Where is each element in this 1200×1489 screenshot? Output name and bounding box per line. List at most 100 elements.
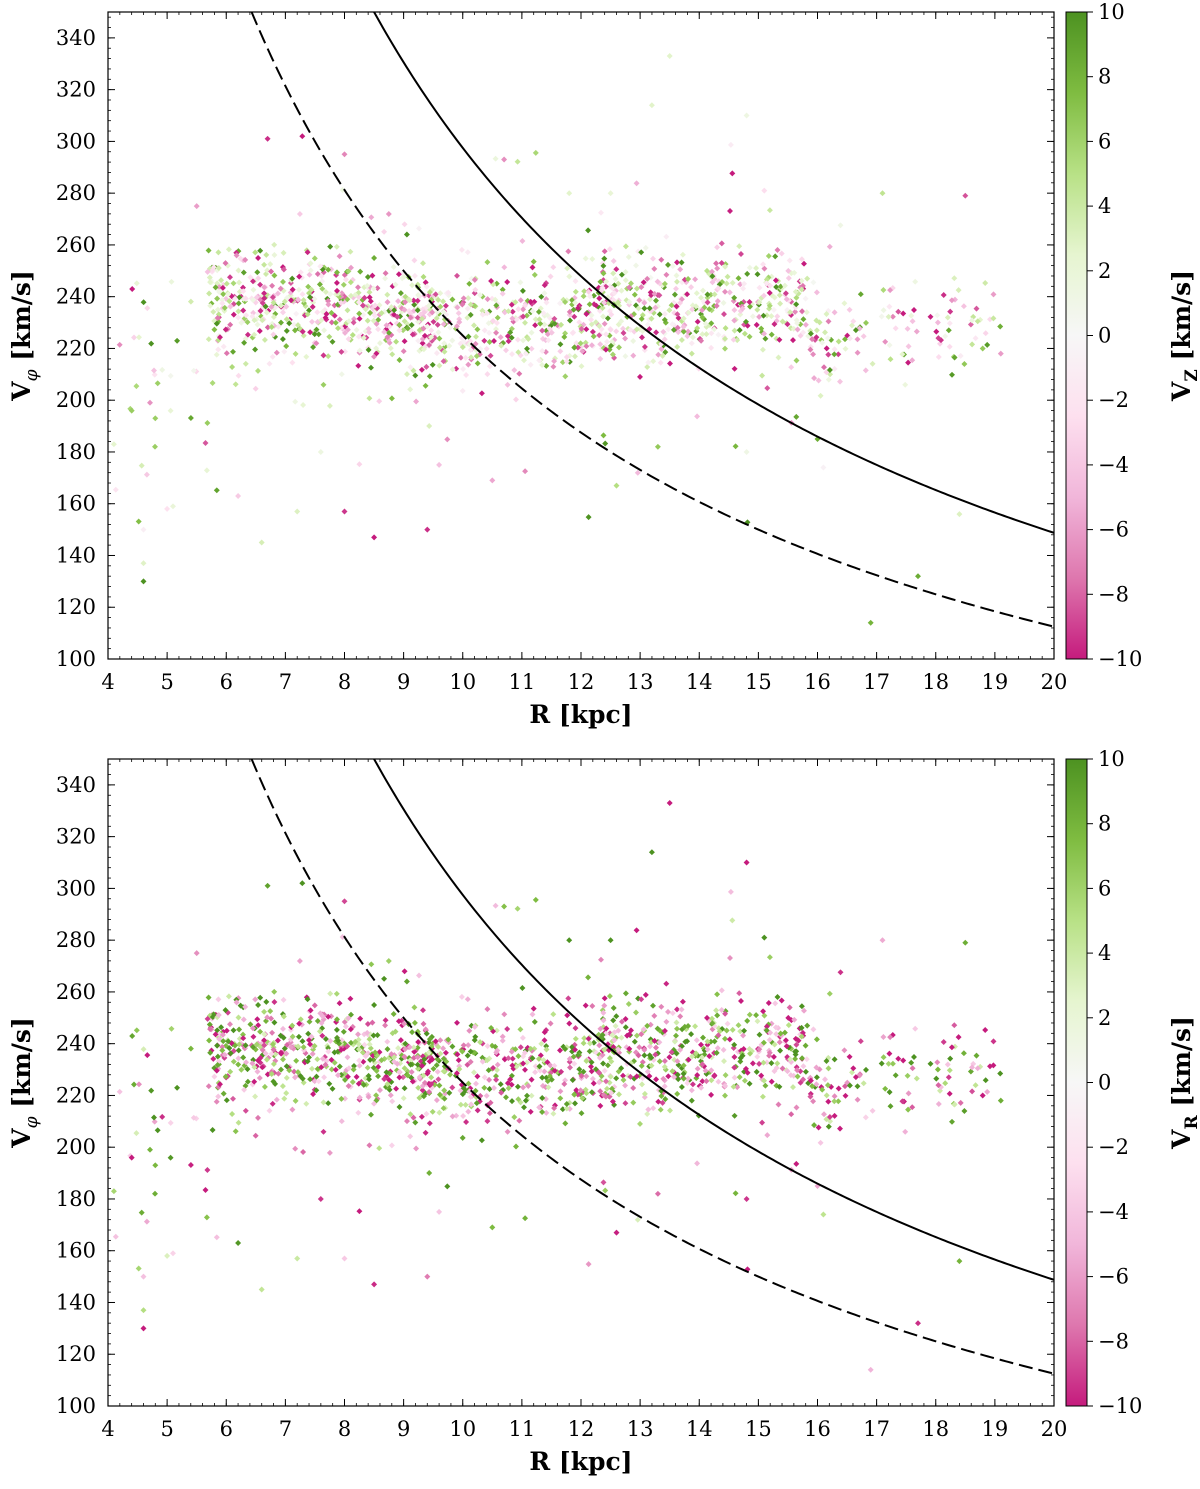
scatter-point xyxy=(578,1110,585,1117)
scatter-point xyxy=(862,1114,869,1121)
scatter-point xyxy=(583,1073,590,1080)
scatter-point xyxy=(803,309,810,316)
scatter-point xyxy=(946,320,953,327)
scatter-point xyxy=(465,1108,472,1115)
scatter-point xyxy=(305,283,312,290)
scatter-point xyxy=(314,309,321,316)
scatter-point xyxy=(304,1058,311,1065)
x-axis-label: R [kpc] xyxy=(529,1447,632,1476)
scatter-point xyxy=(167,372,174,379)
scatter-point xyxy=(138,462,145,469)
scatter-point xyxy=(762,335,769,342)
scatter-point xyxy=(338,1095,345,1102)
scatter-point xyxy=(334,269,340,276)
scatter-point xyxy=(525,336,532,342)
scatter-point xyxy=(515,349,522,356)
y-tick-label: 180 xyxy=(56,440,96,464)
scatter-point xyxy=(385,211,392,217)
scatter-point xyxy=(333,1026,340,1033)
scatter-point xyxy=(644,1022,651,1029)
scatter-point xyxy=(803,1056,810,1063)
scatter-point xyxy=(940,292,947,298)
scatter-point xyxy=(346,318,352,325)
scatter-point xyxy=(737,1028,744,1035)
scatter-point xyxy=(331,312,338,319)
scatter-point xyxy=(397,290,404,297)
scatter-point xyxy=(432,1038,439,1045)
scatter-point xyxy=(164,505,171,512)
scatter-point xyxy=(376,1145,383,1152)
colorbar-label: VZ [km/s] xyxy=(1167,270,1200,402)
scatter-point xyxy=(722,325,729,332)
scatter-point xyxy=(899,1098,906,1105)
y-tick-label: 160 xyxy=(56,1239,96,1263)
scatter-point xyxy=(727,208,733,214)
scatter-point xyxy=(576,319,583,326)
scatter-point xyxy=(268,324,275,330)
scatter-point xyxy=(837,969,844,976)
scatter-point xyxy=(625,254,632,260)
scatter-point xyxy=(633,326,640,333)
scatter-point xyxy=(257,307,264,314)
scatter-point xyxy=(458,246,465,253)
scatter-point xyxy=(640,279,647,286)
scatter-point xyxy=(721,1058,727,1065)
scatter-point xyxy=(997,1070,1004,1077)
colorbar-tick-label: 6 xyxy=(1098,129,1111,153)
scatter-point xyxy=(597,1102,604,1109)
scatter-point xyxy=(522,319,528,326)
scatter-point xyxy=(671,1038,678,1045)
scatter-point xyxy=(738,251,744,257)
scatter-point xyxy=(388,1142,395,1149)
scatter-point xyxy=(220,291,227,298)
scatter-point xyxy=(688,1087,695,1094)
scatter-point xyxy=(711,1038,718,1045)
scatter-point xyxy=(227,274,233,281)
scatter-point xyxy=(280,309,286,316)
scatter-point xyxy=(572,1035,579,1042)
scatter-point xyxy=(459,387,466,394)
scatter-point xyxy=(990,291,997,298)
scatter-point xyxy=(768,1060,775,1067)
scatter-point xyxy=(467,311,474,318)
scatter-point xyxy=(651,290,658,297)
x-tick-label: 14 xyxy=(686,1417,713,1441)
scatter-point xyxy=(423,283,430,290)
scatter-point xyxy=(250,286,257,293)
scatter-point xyxy=(708,330,715,337)
scatter-point xyxy=(407,364,414,371)
x-tick-label: 6 xyxy=(220,670,233,694)
scatter-point xyxy=(393,1085,400,1092)
scatter-point xyxy=(743,859,750,866)
scatter-point xyxy=(636,297,643,304)
scatter-point xyxy=(722,1035,728,1042)
scatter-point xyxy=(532,1069,539,1076)
scatter-point xyxy=(261,1031,268,1038)
x-tick-label: 20 xyxy=(1041,1417,1068,1441)
scatter-point xyxy=(673,1032,679,1039)
scatter-point xyxy=(514,1083,521,1090)
scatter-point xyxy=(860,1080,867,1087)
scatter-point xyxy=(493,329,500,336)
scatter-point xyxy=(949,1118,955,1125)
scatter-point xyxy=(743,112,750,119)
y-tick-label: 100 xyxy=(56,647,96,671)
scatter-point xyxy=(317,1196,324,1202)
scatter-point xyxy=(693,1050,699,1057)
scatter-point xyxy=(227,303,234,310)
scatter-point xyxy=(325,353,332,360)
scatter-point xyxy=(613,1013,620,1020)
scatter-point xyxy=(300,297,307,304)
scatter-point xyxy=(516,370,523,377)
scatter-point xyxy=(846,1053,853,1060)
scatter-point xyxy=(679,998,686,1005)
scatter-point xyxy=(344,326,351,333)
scatter-point xyxy=(230,1058,237,1065)
scatter-point xyxy=(825,1065,832,1072)
scatter-point xyxy=(279,1083,286,1090)
scatter-point xyxy=(678,259,685,266)
scatter-point xyxy=(299,1038,306,1045)
scatter-point xyxy=(647,1043,653,1050)
scatter-point xyxy=(774,247,781,253)
scatter-point xyxy=(205,994,212,1001)
